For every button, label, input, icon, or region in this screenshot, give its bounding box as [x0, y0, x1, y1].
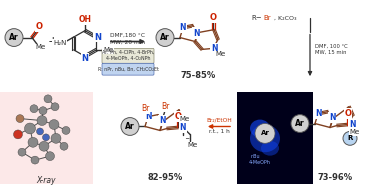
Text: Ar: Ar [125, 122, 135, 131]
Text: N: N [159, 116, 165, 125]
Text: N: N [180, 23, 186, 32]
Circle shape [62, 126, 70, 134]
Circle shape [343, 132, 357, 145]
Text: Br: Br [141, 104, 149, 113]
Ellipse shape [250, 124, 280, 152]
Circle shape [18, 148, 26, 156]
Text: Ar: Ph, 4-ClPh, 4-BrPh,
4-MeOPh, 4-O₂NPh: Ar: Ph, 4-ClPh, 4-BrPh, 4-MeOPh, 4-O₂NPh [102, 50, 154, 61]
Text: Ar: Ar [260, 130, 270, 136]
Text: N: N [211, 44, 217, 53]
Text: X-ray: X-ray [36, 176, 56, 185]
Text: N: N [94, 33, 101, 41]
Circle shape [42, 134, 50, 141]
Circle shape [44, 95, 52, 103]
Text: 73-96%: 73-96% [318, 173, 353, 182]
Text: Br: Br [263, 15, 271, 21]
Text: , K₂CO₃: , K₂CO₃ [274, 15, 296, 20]
Ellipse shape [250, 120, 270, 137]
Text: O: O [344, 109, 352, 118]
Text: 4-MeOPh: 4-MeOPh [249, 160, 271, 165]
Circle shape [121, 118, 139, 135]
Text: R: nPr, nBu, Bn, CH₂CO₂Et: R: nPr, nBu, Bn, CH₂CO₂Et [98, 67, 158, 72]
Circle shape [255, 124, 275, 143]
Text: N: N [82, 54, 88, 63]
Text: O: O [175, 112, 181, 121]
Text: r.t., 1 h: r.t., 1 h [209, 129, 229, 134]
Text: N: N [349, 120, 355, 129]
Circle shape [39, 107, 47, 115]
Text: 82-95%: 82-95% [147, 173, 183, 182]
Circle shape [45, 152, 54, 161]
Circle shape [37, 116, 47, 126]
Circle shape [28, 137, 38, 147]
Text: DMF, 100 °C
MW, 15 min: DMF, 100 °C MW, 15 min [315, 44, 348, 55]
Text: R: R [347, 135, 353, 141]
Text: OH: OH [79, 15, 91, 24]
Text: Me: Me [187, 142, 197, 148]
Text: N: N [193, 29, 199, 38]
Text: nBu: nBu [250, 154, 260, 159]
Text: Ar: Ar [295, 119, 305, 128]
Circle shape [30, 105, 38, 113]
Text: N: N [315, 109, 321, 118]
Text: Me: Me [36, 44, 46, 50]
Circle shape [60, 142, 68, 150]
Text: Me: Me [180, 116, 190, 122]
Text: Ar: Ar [160, 33, 170, 42]
Text: H: H [214, 53, 218, 58]
Ellipse shape [261, 141, 279, 156]
Text: N: N [329, 113, 335, 122]
Circle shape [51, 133, 61, 143]
Text: N: N [145, 112, 151, 121]
Circle shape [25, 123, 36, 134]
Text: N: N [159, 116, 165, 125]
Text: Me: Me [215, 51, 225, 57]
Circle shape [16, 115, 24, 123]
Circle shape [51, 103, 59, 111]
Text: N: N [180, 123, 186, 132]
Circle shape [49, 120, 59, 129]
Text: R−: R− [251, 15, 262, 21]
Text: ─: ─ [185, 137, 189, 142]
Text: Br: Br [161, 102, 169, 111]
Text: H₂N: H₂N [53, 40, 67, 46]
FancyBboxPatch shape [102, 63, 154, 75]
Circle shape [5, 29, 23, 46]
Text: N: N [329, 113, 335, 122]
Circle shape [291, 115, 309, 132]
Text: DMF,180 °C: DMF,180 °C [110, 33, 146, 38]
Text: Me: Me [103, 47, 113, 53]
FancyBboxPatch shape [237, 92, 313, 184]
Text: +: + [48, 35, 58, 48]
Circle shape [37, 128, 43, 135]
Text: O: O [36, 22, 42, 31]
Text: MW, 20 min: MW, 20 min [110, 40, 146, 45]
Text: N: N [193, 28, 199, 37]
Circle shape [14, 130, 23, 139]
FancyBboxPatch shape [0, 92, 93, 184]
Circle shape [156, 29, 174, 46]
Circle shape [31, 156, 39, 164]
Text: O: O [209, 13, 217, 22]
Circle shape [39, 141, 49, 151]
Text: Me: Me [350, 129, 360, 135]
FancyBboxPatch shape [102, 48, 154, 63]
Text: Br₂/EtOH: Br₂/EtOH [206, 117, 232, 122]
Text: Ar: Ar [9, 33, 19, 42]
Text: 75-85%: 75-85% [180, 71, 215, 80]
